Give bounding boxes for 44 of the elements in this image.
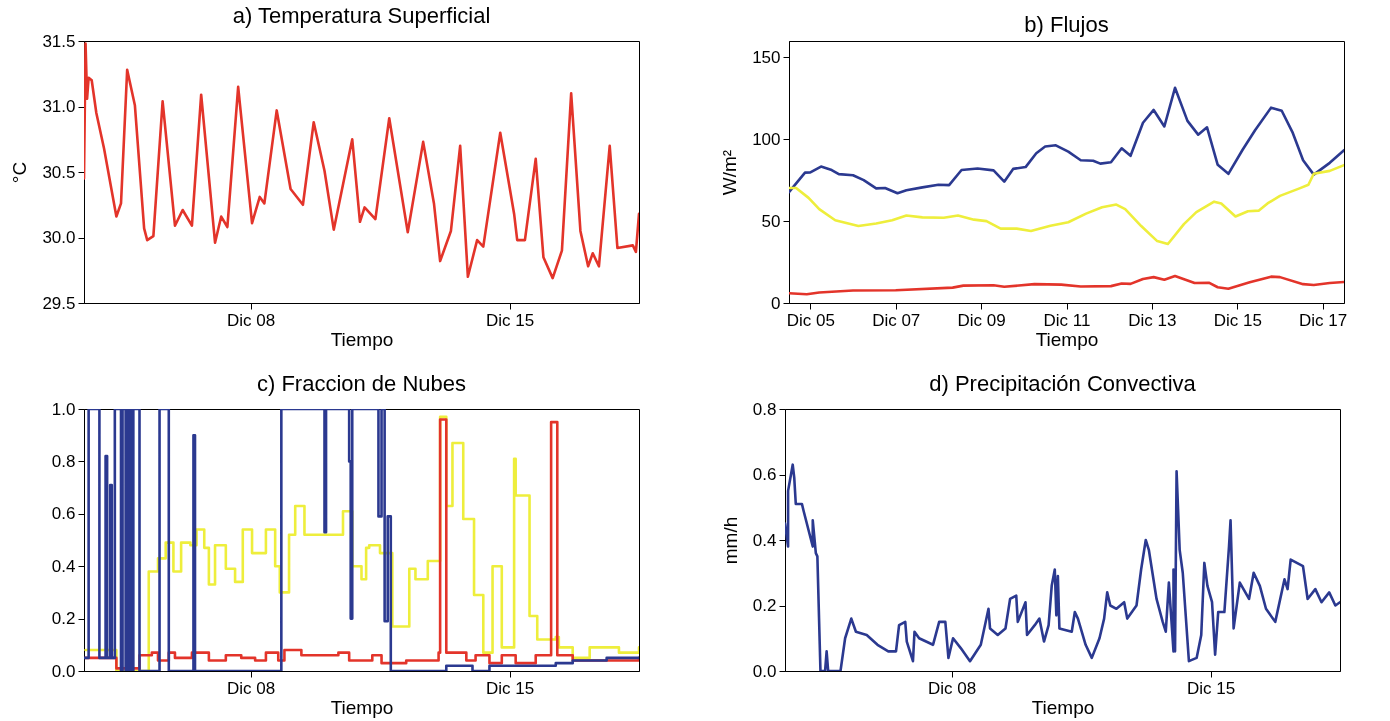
- x-tick-label: Dic 15: [1213, 310, 1262, 330]
- y-tick-label: 0.0: [752, 661, 777, 681]
- y-tick-label: 0.6: [752, 465, 777, 484]
- x-axis-title: Tiempo: [1035, 328, 1099, 350]
- x-axis-title: Tiempo: [1031, 696, 1095, 718]
- y-tick-label: 30.0: [42, 228, 76, 247]
- y-tick-label: 0.6: [51, 504, 76, 524]
- y-axis-title: mm/h: [719, 516, 741, 565]
- x-tick-label: Dic 08: [226, 678, 276, 698]
- y-tick-label: 0.8: [51, 451, 76, 471]
- x-tick-label: Dic 08: [927, 678, 977, 698]
- x-axis-title: Tiempo: [330, 696, 394, 718]
- x-tick-label: Dic 15: [1186, 678, 1236, 698]
- chart-title: b) Flujos: [1024, 12, 1109, 37]
- y-tick-label: 0.4: [752, 530, 777, 550]
- y-axis-title: °C: [9, 161, 31, 184]
- y-tick-label: 100: [752, 129, 781, 149]
- chart-title: a) Temperatura Superficial: [232, 3, 491, 28]
- y-tick-label: 50: [761, 211, 781, 231]
- y-tick-label: 30.5: [42, 162, 76, 182]
- y-tick-label: 31.0: [42, 97, 76, 116]
- x-tick-label: Dic 05: [786, 310, 835, 330]
- y-tick-label: 31.5: [42, 31, 76, 51]
- y-tick-label: 1.0: [51, 399, 76, 419]
- x-tick-label: Dic 09: [957, 310, 1006, 330]
- y-tick-label: 0.2: [752, 596, 777, 615]
- y-tick-label: 0.0: [51, 661, 76, 681]
- x-tick-label: Dic 07: [872, 310, 921, 330]
- x-tick-label: Dic 15: [485, 678, 535, 698]
- y-tick-label: 0: [771, 293, 781, 313]
- y-axis-title: W/m²: [719, 149, 741, 196]
- x-tick-label: Dic 13: [1128, 310, 1177, 330]
- y-tick-label: 0.4: [51, 556, 76, 576]
- y-tick-label: 0.2: [51, 609, 76, 629]
- x-tick-label: Dic 15: [485, 310, 535, 330]
- x-tick-label: Dic 08: [226, 310, 276, 330]
- chart-title: c) Fraccion de Nubes: [256, 371, 467, 396]
- x-axis-title: Tiempo: [330, 328, 394, 350]
- x-tick-label: Dic 17: [1299, 310, 1348, 330]
- x-tick-label: Dic 11: [1043, 310, 1091, 330]
- y-tick-label: 0.8: [752, 399, 777, 419]
- y-tick-label: 29.5: [42, 293, 76, 313]
- chart-title: d) Precipitación Convectiva: [929, 371, 1197, 396]
- y-tick-label: 150: [752, 47, 781, 67]
